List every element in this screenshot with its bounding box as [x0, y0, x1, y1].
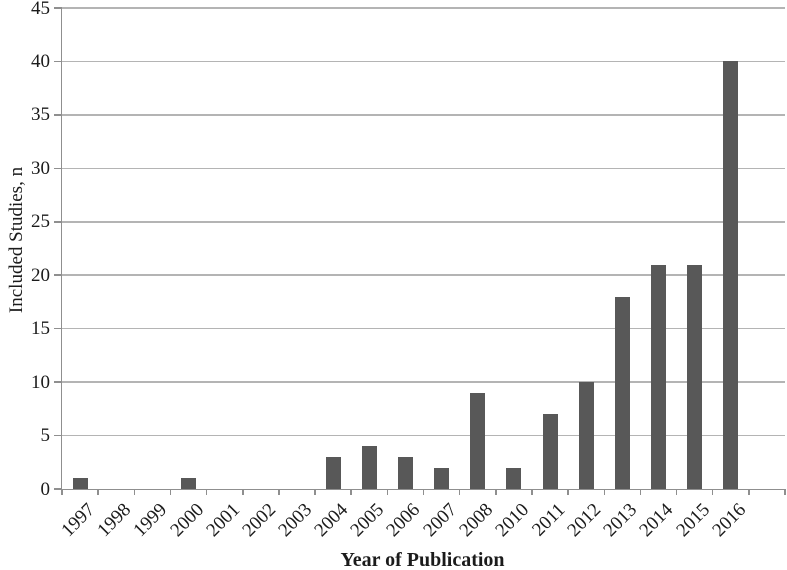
x-tick: [784, 489, 786, 495]
bar-2014: [650, 264, 666, 489]
y-tick-label: 35: [31, 104, 50, 126]
x-tick: [567, 489, 569, 495]
x-tick: [242, 489, 244, 495]
x-tick: [675, 489, 678, 495]
x-category-label: 2003: [274, 499, 317, 542]
x-tick: [386, 489, 389, 495]
gridline: [62, 167, 785, 170]
y-tick-label: 10: [31, 371, 50, 393]
x-category-label: 2010: [491, 499, 534, 542]
y-tick: [54, 7, 62, 9]
x-tick: [422, 489, 425, 495]
y-tick-label: 45: [31, 0, 50, 19]
gridline: [62, 274, 785, 276]
bar-1997: [72, 478, 88, 489]
x-tick: [205, 489, 208, 495]
x-tick: [495, 489, 497, 495]
x-category-label: 2008: [455, 499, 497, 542]
x-category-label: 2004: [310, 499, 353, 542]
x-category-label: 2000: [165, 499, 208, 542]
x-tick: [97, 489, 99, 495]
y-tick-label: 25: [31, 211, 50, 233]
x-tick: [458, 489, 461, 495]
y-tick: [54, 274, 62, 276]
y-tick-label: 20: [31, 264, 50, 286]
bar-2008: [470, 392, 486, 489]
y-axis-title: Included Studies, n: [6, 166, 27, 313]
x-category-label: 1999: [129, 499, 172, 542]
x-category-label: 2016: [708, 499, 750, 542]
x-category-label: 2007: [419, 499, 461, 542]
bar-2004: [325, 456, 341, 489]
y-tick: [54, 60, 62, 63]
x-tick: [169, 489, 172, 495]
bar-2016: [723, 61, 739, 489]
x-tick: [603, 489, 605, 495]
bar-2013: [614, 296, 630, 489]
gridline: [62, 381, 785, 383]
y-tick-label: 30: [31, 157, 50, 179]
y-tick: [54, 434, 62, 437]
y-tick: [54, 221, 62, 223]
x-category-label: 2014: [635, 499, 678, 542]
x-axis-title: Year of Publication: [340, 549, 505, 570]
bar-2015: [687, 264, 703, 489]
x-tick: [133, 489, 136, 495]
y-tick-label: 40: [31, 50, 50, 72]
x-tick: [314, 489, 316, 495]
x-tick: [711, 489, 714, 495]
y-tick: [54, 488, 62, 490]
y-tick-label: 15: [31, 318, 50, 340]
x-tick: [639, 489, 642, 495]
x-category-label: 1998: [93, 499, 136, 542]
x-tick: [531, 489, 533, 495]
gridline: [62, 221, 785, 223]
bar-2000: [181, 478, 197, 489]
x-category-label: 2006: [382, 499, 425, 542]
gridline: [62, 327, 785, 330]
y-tick-label: 0: [40, 478, 51, 500]
x-category-label: 1997: [57, 499, 100, 542]
y-tick: [54, 327, 62, 330]
x-category-label: 2012: [563, 499, 606, 542]
x-tick: [61, 489, 63, 495]
gridline: [62, 434, 785, 437]
x-tick: [278, 489, 280, 495]
bar-2010: [506, 467, 522, 489]
bar-2006: [397, 456, 413, 489]
plot-area: [62, 7, 785, 489]
x-category-label: 2002: [238, 499, 280, 542]
x-category-label: 2011: [527, 499, 570, 541]
y-axis-line: [60, 8, 62, 491]
x-tick: [350, 489, 352, 495]
bar-2011: [542, 414, 558, 489]
x-category-label: 2013: [599, 499, 642, 542]
y-tick: [54, 114, 62, 116]
x-category-label: 2015: [672, 499, 714, 542]
y-tick: [54, 167, 62, 170]
y-tick-label: 5: [40, 425, 51, 447]
x-tick: [748, 489, 750, 495]
bar-2005: [361, 446, 377, 489]
x-category-label: 2005: [346, 499, 389, 542]
y-tick: [54, 381, 62, 383]
gridline: [62, 7, 785, 9]
x-category-label: 2001: [202, 499, 244, 542]
bar-2012: [578, 382, 594, 489]
bar-2007: [434, 467, 450, 489]
gridline: [62, 114, 785, 116]
gridline: [62, 60, 785, 63]
